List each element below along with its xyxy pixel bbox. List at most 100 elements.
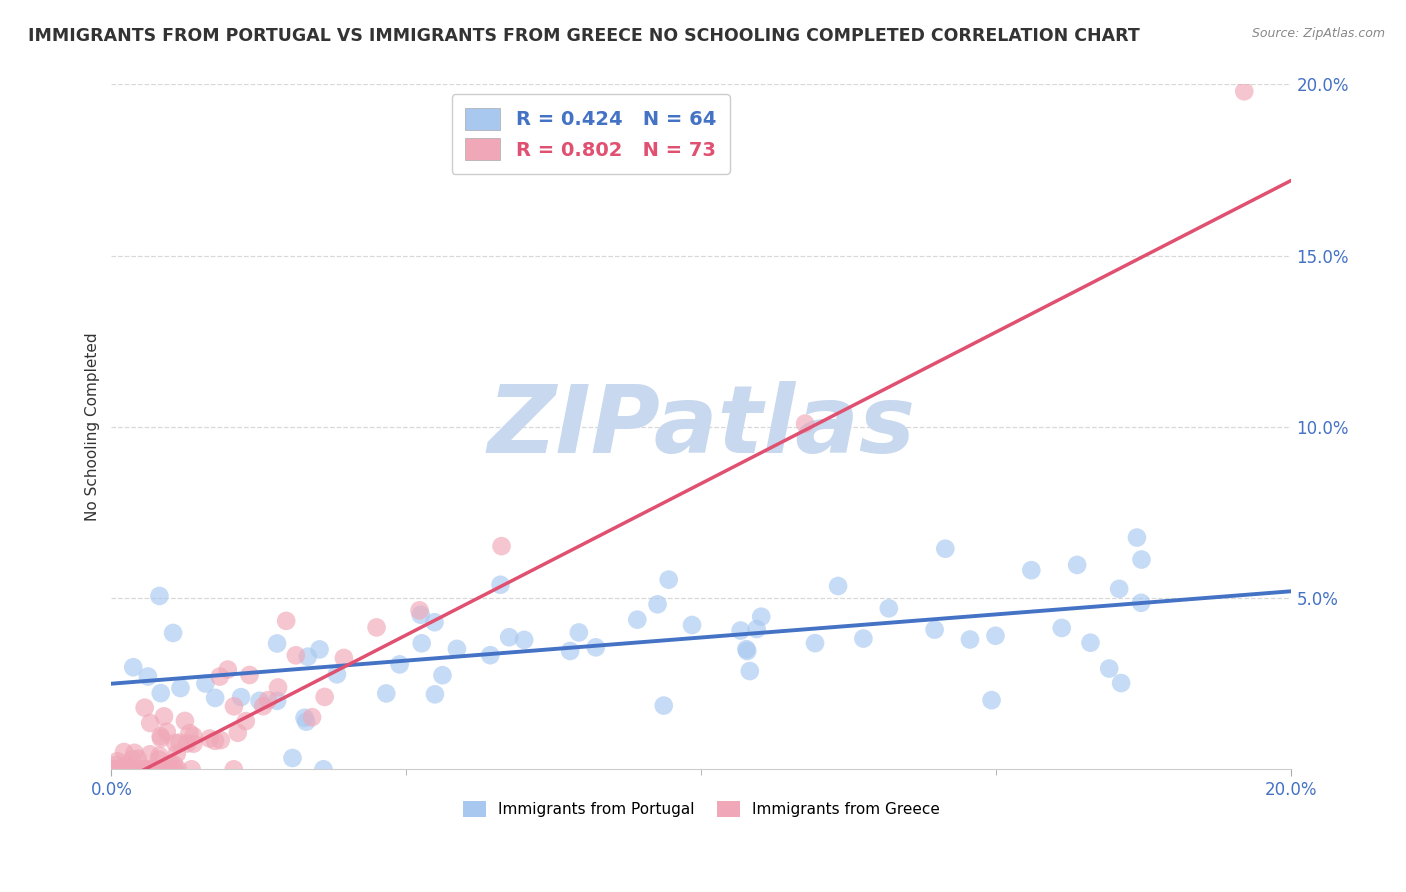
Point <box>169 681 191 695</box>
Point <box>105 754 128 768</box>
Point <box>204 690 226 705</box>
Point <box>148 589 170 603</box>
Point <box>156 724 179 739</box>
Point <box>980 693 1002 707</box>
Point <box>626 613 648 627</box>
Point <box>163 762 186 776</box>
Point <box>1066 558 1088 572</box>
Point <box>153 709 176 723</box>
Point <box>295 714 318 729</box>
Point <box>149 729 172 743</box>
Point <box>652 698 675 713</box>
Point <box>301 710 323 724</box>
Point <box>266 694 288 708</box>
Point <box>312 762 335 776</box>
Point <box>163 757 186 772</box>
Y-axis label: No Schooling Completed: No Schooling Completed <box>86 333 100 521</box>
Point <box>924 623 946 637</box>
Point <box>120 762 142 776</box>
Point <box>738 664 761 678</box>
Point <box>489 578 512 592</box>
Point <box>498 630 520 644</box>
Point <box>105 762 128 776</box>
Point <box>132 762 155 776</box>
Point <box>446 641 468 656</box>
Point <box>284 648 307 663</box>
Legend: Immigrants from Portugal, Immigrants from Greece: Immigrants from Portugal, Immigrants fro… <box>457 795 946 823</box>
Point <box>146 762 169 776</box>
Point <box>877 601 900 615</box>
Point <box>111 762 134 776</box>
Point <box>157 762 180 776</box>
Point <box>479 648 502 663</box>
Point <box>103 762 125 776</box>
Point <box>159 756 181 771</box>
Point <box>959 632 981 647</box>
Point <box>103 762 125 776</box>
Point <box>148 748 170 763</box>
Point <box>267 681 290 695</box>
Point <box>1050 621 1073 635</box>
Point <box>162 626 184 640</box>
Point <box>183 729 205 743</box>
Point <box>112 762 135 776</box>
Point <box>112 745 135 759</box>
Point <box>139 716 162 731</box>
Point <box>276 614 298 628</box>
Point <box>257 693 280 707</box>
Point <box>1130 552 1153 566</box>
Point <box>107 762 129 776</box>
Point <box>375 686 398 700</box>
Point <box>266 636 288 650</box>
Point <box>149 686 172 700</box>
Point <box>222 762 245 776</box>
Point <box>176 737 198 751</box>
Point <box>1130 596 1153 610</box>
Point <box>326 667 349 681</box>
Point <box>1108 582 1130 596</box>
Point <box>1021 563 1043 577</box>
Point <box>423 615 446 630</box>
Point <box>204 734 226 748</box>
Point <box>149 731 172 746</box>
Point <box>314 690 336 704</box>
Point <box>148 752 170 766</box>
Point <box>388 657 411 672</box>
Point <box>658 573 681 587</box>
Point <box>131 762 153 776</box>
Point <box>235 714 257 728</box>
Point <box>366 620 388 634</box>
Point <box>135 762 157 776</box>
Point <box>124 762 146 776</box>
Point <box>794 417 817 431</box>
Point <box>222 699 245 714</box>
Point <box>167 762 190 776</box>
Point <box>174 714 197 728</box>
Point <box>127 751 149 765</box>
Point <box>730 624 752 638</box>
Point <box>179 726 201 740</box>
Point <box>226 726 249 740</box>
Text: ZIPatlas: ZIPatlas <box>488 381 915 473</box>
Point <box>560 644 582 658</box>
Point <box>217 663 239 677</box>
Point <box>568 625 591 640</box>
Point <box>934 541 956 556</box>
Point <box>745 622 768 636</box>
Point <box>166 747 188 761</box>
Point <box>169 736 191 750</box>
Point <box>208 670 231 684</box>
Point <box>1233 84 1256 98</box>
Point <box>852 632 875 646</box>
Point <box>198 731 221 746</box>
Point <box>749 609 772 624</box>
Point <box>252 699 274 714</box>
Point <box>308 642 330 657</box>
Point <box>115 757 138 772</box>
Point <box>432 668 454 682</box>
Point <box>804 636 827 650</box>
Point <box>138 762 160 776</box>
Point <box>238 668 260 682</box>
Point <box>513 632 536 647</box>
Point <box>183 737 205 751</box>
